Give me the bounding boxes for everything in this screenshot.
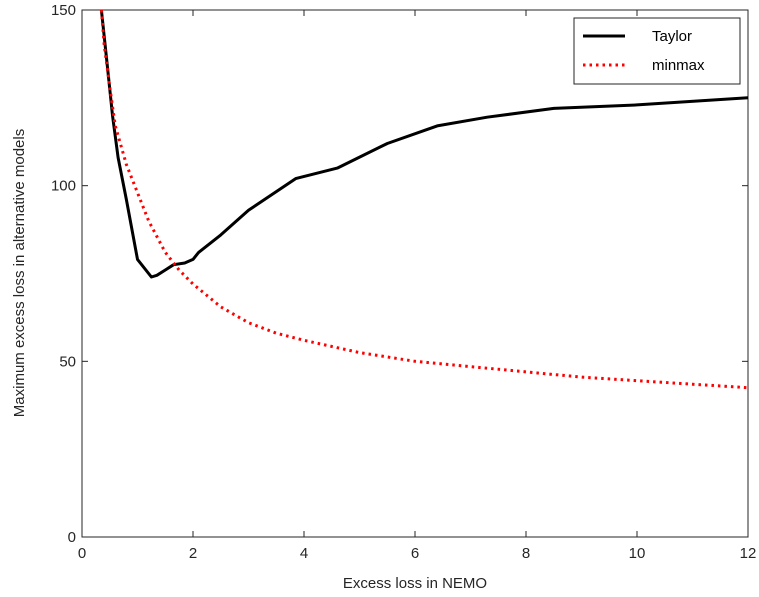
y-tick-label: 50	[59, 353, 76, 370]
axis-ticks: 0 2 4 6 8 10 12 0 50 100 150	[51, 2, 756, 562]
x-tick-label: 8	[522, 545, 530, 562]
legend: Taylor minmax	[573, 17, 741, 85]
y-tick-label: 150	[51, 2, 76, 19]
legend-label-minmax: minmax	[652, 57, 705, 74]
legend-label-taylor: Taylor	[652, 28, 692, 45]
x-tick-label: 2	[189, 545, 197, 562]
y-tick-label: 0	[68, 529, 76, 546]
series-line-taylor	[99, 9, 749, 279]
y-axis-label: Maximum excess loss in alternative model…	[11, 129, 28, 417]
y-tick-label: 100	[51, 178, 76, 195]
x-axis-label: Excess loss in NEMO	[343, 575, 487, 592]
x-tick-label: 10	[629, 545, 646, 562]
plot-area	[81, 9, 749, 538]
x-tick-label: 12	[740, 545, 757, 562]
series-lines	[99, 9, 749, 390]
x-tick-label: 6	[411, 545, 419, 562]
x-tick-label: 0	[78, 545, 86, 562]
series-line-minmax	[99, 9, 749, 390]
legend-box	[573, 17, 741, 85]
x-tick-label: 4	[300, 545, 308, 562]
